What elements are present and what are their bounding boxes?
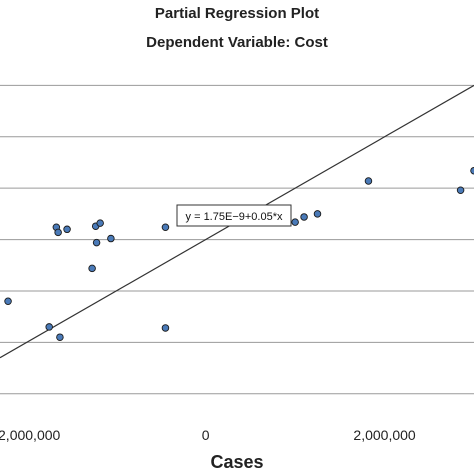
data-point-12 [161, 223, 170, 231]
data-point-11 [161, 324, 170, 332]
data-point-15 [313, 210, 322, 218]
data-point-1 [45, 323, 53, 331]
x-tick-labels: -2,000,000 0 2,000,000 [0, 427, 416, 443]
chart-subtitle: Dependent Variable: Cost [146, 34, 328, 51]
x-tick-label-0: -2,000,000 [0, 427, 61, 443]
equation-label-layer: y = 1.75E−9+0.05*x [176, 204, 292, 227]
data-point-3 [54, 228, 62, 237]
data-point-9 [96, 219, 104, 227]
data-point-6 [88, 264, 96, 273]
equation-label-box [176, 204, 292, 227]
data-point-14 [300, 213, 308, 221]
gridlines [0, 84, 474, 395]
data-points [4, 166, 474, 341]
data-point-13 [291, 218, 299, 226]
data-point-8 [92, 238, 101, 247]
x-axis-label: Cases [210, 452, 263, 472]
data-point-17 [456, 186, 465, 194]
data-point-4 [56, 333, 64, 341]
data-point-0 [4, 297, 12, 305]
data-point-5 [63, 225, 71, 234]
x-tick-label-1: 0 [202, 427, 210, 443]
data-point-18 [470, 166, 474, 175]
data-point-10 [107, 234, 115, 243]
x-tick-label-2: 2,000,000 [353, 427, 415, 443]
equation-label: y = 1.75E−9+0.05*x [186, 211, 283, 223]
chart-title: Partial Regression Plot [155, 5, 319, 22]
data-point-16 [364, 177, 373, 185]
